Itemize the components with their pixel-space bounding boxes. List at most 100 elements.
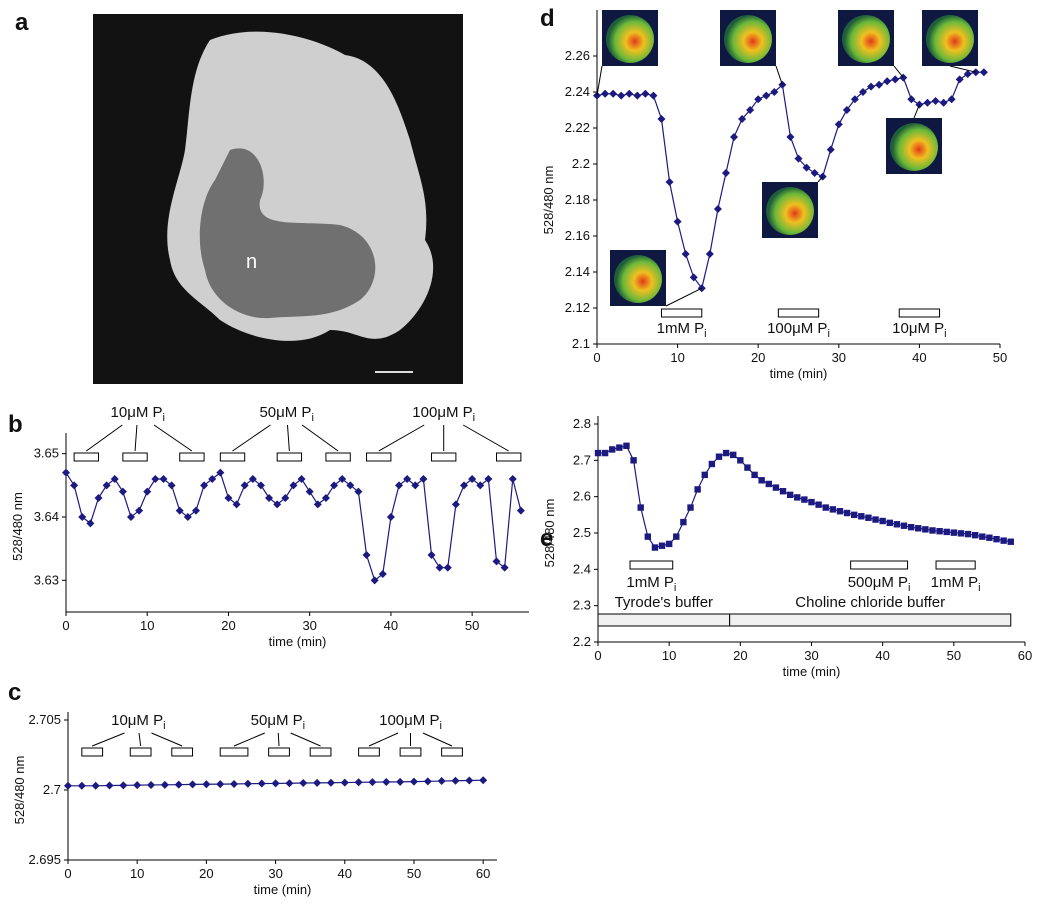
stimulus-label-text: 50μM P	[259, 404, 311, 421]
marker	[872, 516, 879, 523]
marker	[403, 475, 412, 483]
marker	[851, 511, 858, 519]
y-tick-label: 2.7	[573, 452, 591, 467]
marker	[609, 89, 618, 98]
marker	[689, 273, 698, 282]
marker	[460, 481, 469, 490]
stimulus-label-text: 50μM P	[251, 712, 303, 729]
x-tick-label: 60	[476, 866, 490, 881]
x-tick-label: 20	[221, 618, 235, 633]
stimulus-label-subscript: i	[303, 720, 305, 732]
marker	[649, 91, 658, 100]
marker	[191, 506, 200, 515]
y-tick-label: 2.18	[565, 192, 590, 207]
x-tick-label: 20	[733, 648, 747, 663]
y-tick-label: 2.4	[573, 561, 591, 576]
marker	[950, 529, 958, 536]
marker	[633, 91, 642, 100]
marker	[368, 778, 377, 787]
marker	[713, 205, 722, 213]
marker	[423, 777, 432, 786]
marker	[346, 481, 355, 490]
x-axis-label: time (min)	[254, 882, 312, 897]
marker	[737, 457, 744, 464]
marker	[730, 133, 739, 141]
marker	[340, 778, 349, 787]
marker	[694, 486, 701, 493]
y-tick-label: 2.16	[565, 228, 590, 243]
marker	[208, 475, 217, 483]
stimulus-bar	[935, 560, 976, 570]
stimulus-bar	[496, 452, 522, 462]
nucleus	[199, 148, 376, 319]
marker	[484, 475, 493, 483]
marker	[826, 145, 835, 154]
y-axis-label: 528/480 nm	[10, 492, 25, 561]
marker	[673, 533, 680, 540]
marker	[297, 475, 306, 483]
stimulus-bar	[850, 560, 909, 570]
marker	[492, 557, 501, 566]
marker	[651, 544, 659, 551]
marker	[644, 533, 652, 540]
marker	[705, 250, 714, 258]
y-tick-label: 2.14	[565, 264, 590, 279]
stimulus-connector	[233, 732, 265, 747]
marker	[465, 776, 474, 785]
marker	[681, 250, 690, 258]
marker	[411, 481, 420, 490]
stimulus-label: 100μM Pi	[379, 712, 442, 732]
stimulus-connector	[290, 732, 321, 747]
stimulus-connector	[462, 424, 509, 452]
thumbnail-cell	[766, 187, 814, 235]
marker	[243, 779, 252, 788]
marker	[858, 88, 867, 96]
stimulus-bar	[276, 452, 303, 462]
x-tick-label: 30	[302, 618, 316, 633]
marker	[326, 778, 335, 787]
marker	[77, 781, 86, 790]
marker	[64, 781, 72, 790]
y-tick-label: 2.1	[572, 336, 590, 351]
marker	[722, 449, 730, 457]
stimulus-connector	[92, 732, 125, 747]
x-tick-label: 10	[662, 648, 676, 663]
stimulus-bar	[777, 308, 820, 318]
x-tick-label: 20	[199, 866, 213, 881]
stimulus-connector	[86, 424, 123, 452]
marker	[867, 82, 876, 91]
marker	[500, 563, 509, 572]
marker	[658, 542, 666, 549]
panel-label: b	[8, 411, 23, 438]
marker	[1007, 538, 1014, 545]
stimulus-label-text: 500μM P	[848, 574, 908, 591]
stimulus-connector	[232, 424, 271, 452]
marker	[936, 527, 943, 535]
marker	[299, 779, 308, 787]
marker	[772, 484, 780, 491]
panel-label: a	[15, 9, 29, 36]
marker	[850, 95, 859, 104]
marker	[922, 526, 929, 533]
marker	[730, 451, 737, 459]
buffer-bar	[729, 613, 1012, 627]
marker	[174, 780, 183, 789]
thumbnail-cell	[724, 15, 772, 63]
marker	[708, 460, 716, 468]
y-tick-label: 2.24	[565, 84, 590, 99]
x-tick-label: 40	[912, 350, 926, 365]
marker	[183, 513, 192, 521]
marker	[625, 89, 634, 98]
marker	[143, 487, 152, 496]
marker	[126, 513, 135, 521]
x-tick-label: 60	[1018, 648, 1032, 663]
stimulus-bar	[268, 747, 290, 757]
marker	[248, 475, 257, 483]
marker	[281, 494, 290, 502]
marker	[657, 115, 666, 123]
marker	[216, 468, 225, 477]
marker	[801, 496, 808, 503]
marker	[175, 506, 184, 515]
stimulus-bar	[431, 452, 457, 462]
stimulus-connector	[301, 424, 339, 452]
